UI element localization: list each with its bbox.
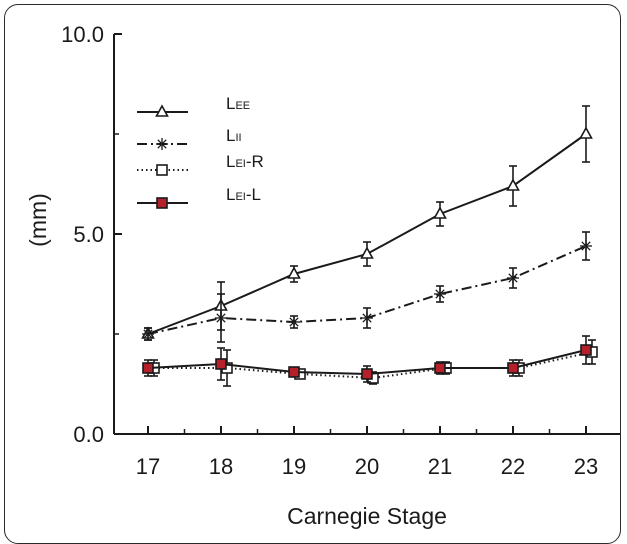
asterisk-stroke xyxy=(508,273,518,283)
legend-label: LEE xyxy=(226,94,250,113)
series-lee xyxy=(141,105,593,341)
data-point xyxy=(361,368,373,380)
legend-swatch-marker xyxy=(156,197,168,209)
data-point xyxy=(580,240,592,252)
data-point xyxy=(361,312,373,324)
series-lei-l xyxy=(142,335,592,383)
data-point xyxy=(506,178,520,191)
legend-item: LEI-R xyxy=(137,152,264,176)
y-tick-label: 5.0 xyxy=(73,222,104,247)
data-point xyxy=(434,362,446,374)
line-chart: 0.0 5.0 10.0 17 18 19 20 21 22 23 LEE LII LEI-R LEI… xyxy=(25,22,620,529)
chart-frame xyxy=(4,4,621,544)
data-point xyxy=(434,288,446,300)
data-point xyxy=(142,328,154,340)
legend-swatch-marker xyxy=(155,104,169,117)
asterisk-stroke xyxy=(157,139,167,149)
asterisk-stroke xyxy=(435,289,445,299)
asterisk-stroke xyxy=(581,241,591,251)
x-tick-label: 19 xyxy=(282,454,306,479)
y-axis-title: (mm) xyxy=(25,193,51,247)
series-layer xyxy=(141,105,598,387)
y-tick-label: 0.0 xyxy=(73,422,104,447)
x-tick-label: 22 xyxy=(501,454,525,479)
axes xyxy=(113,33,620,435)
legend-label: LEI-L xyxy=(226,185,261,204)
x-tick-label: 23 xyxy=(574,454,598,479)
asterisk-stroke xyxy=(143,329,153,339)
x-tick-label: 17 xyxy=(136,454,160,479)
data-point xyxy=(288,366,300,378)
legend-swatch-marker xyxy=(156,164,168,176)
legend: LEE LII LEI-R LEI-L xyxy=(137,94,264,209)
legend-label: LII xyxy=(226,126,242,145)
x-tick-labels: 17 18 19 20 21 22 23 xyxy=(136,454,598,479)
data-point xyxy=(580,344,592,356)
legend-item: LEE xyxy=(137,94,250,117)
data-point xyxy=(215,312,227,324)
data-point xyxy=(433,206,447,219)
data-point xyxy=(288,316,300,328)
legend-item: LII xyxy=(137,126,242,150)
y-tick-labels: 0.0 5.0 10.0 xyxy=(61,22,104,447)
data-point xyxy=(579,126,593,139)
data-point xyxy=(142,362,154,374)
legend-item: LEI-L xyxy=(137,185,261,209)
asterisk-stroke xyxy=(216,313,226,323)
series-lii xyxy=(142,231,592,343)
asterisk-stroke xyxy=(289,317,299,327)
y-tick-label: 10.0 xyxy=(61,22,104,47)
data-point xyxy=(215,358,227,370)
x-tick-label: 18 xyxy=(209,454,233,479)
x-axis-title: Carnegie Stage xyxy=(287,503,447,529)
x-tick-label: 21 xyxy=(428,454,452,479)
x-tick-label: 20 xyxy=(355,454,379,479)
data-point xyxy=(287,266,301,279)
legend-swatch-marker xyxy=(156,138,168,150)
data-point xyxy=(360,246,374,259)
data-point xyxy=(507,272,519,284)
data-point xyxy=(507,362,519,374)
series-line xyxy=(147,133,587,335)
legend-label: LEI-R xyxy=(226,152,264,171)
asterisk-stroke xyxy=(362,313,372,323)
